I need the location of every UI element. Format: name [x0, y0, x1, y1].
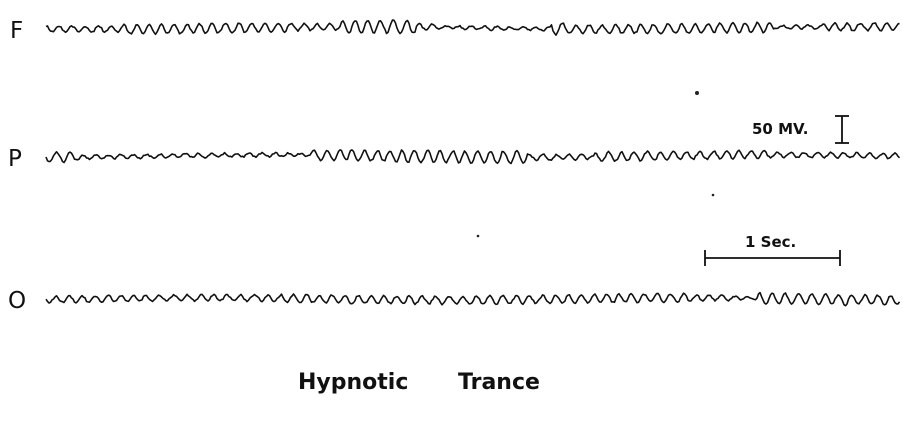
- speck: [695, 91, 699, 95]
- caption-word: Hypnotic: [298, 370, 408, 395]
- eeg-trace: [45, 291, 901, 307]
- speck: [476, 234, 480, 238]
- caption-word: Trance: [458, 370, 540, 395]
- eeg-trace: [45, 19, 900, 36]
- voltage-scale-label: 50 MV.: [752, 120, 808, 138]
- channel-label: O: [8, 288, 26, 314]
- traces: [45, 19, 901, 307]
- channel-label: F: [10, 18, 23, 44]
- voltage-scale-bar: [835, 115, 849, 144]
- eeg-trace: [45, 149, 901, 165]
- time-scale-bar: [704, 250, 841, 266]
- speck: [711, 193, 715, 197]
- time-scale-label: 1 Sec.: [745, 233, 796, 251]
- channel-label: P: [8, 146, 22, 172]
